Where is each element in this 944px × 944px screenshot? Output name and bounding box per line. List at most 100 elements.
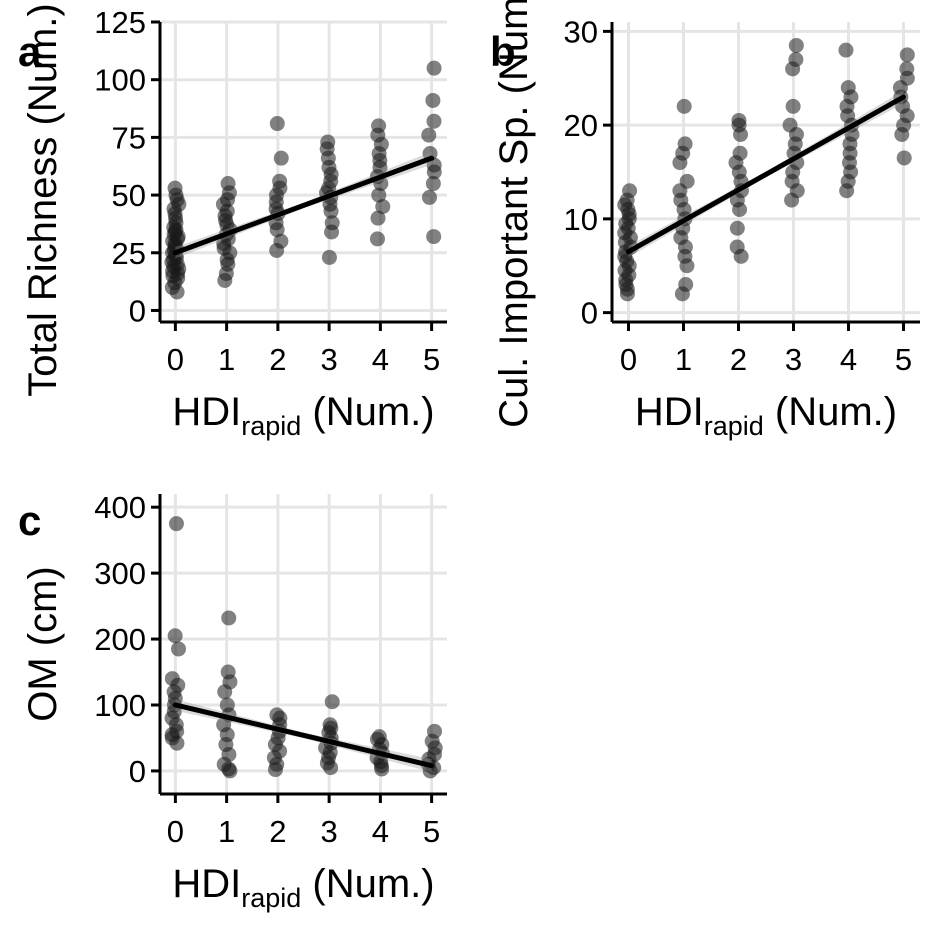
data-point (167, 628, 183, 644)
data-point (785, 98, 801, 114)
x-tick-label: 4 (840, 342, 857, 377)
x-axis-title: HDIrapid (Num.) (635, 390, 897, 441)
data-point (322, 717, 338, 733)
data-point (167, 180, 183, 196)
regression-line (172, 702, 435, 769)
data-point (731, 112, 747, 128)
data-point (370, 210, 386, 226)
data-point (425, 176, 441, 192)
y-axis-title: Cul. Important Sp. (Num.) (492, 0, 536, 428)
y-tick-label: 20 (564, 108, 598, 143)
x-tick-label: 2 (269, 342, 286, 377)
data-point (371, 187, 387, 203)
y-tick-label: 125 (94, 5, 146, 40)
x-tick-label: 3 (321, 342, 338, 377)
x-tick-label: 1 (218, 814, 235, 849)
y-axis-title: OM (cm) (21, 566, 65, 722)
x-tick-label: 4 (372, 342, 389, 377)
y-tick-label: 30 (564, 14, 598, 49)
data-point (371, 729, 387, 745)
panel-label: c (18, 497, 41, 544)
data-point (324, 694, 340, 710)
data-point (676, 98, 692, 114)
x-tick-label: 1 (675, 342, 692, 377)
data-point (427, 723, 443, 739)
data-point (269, 707, 285, 723)
y-tick-label: 0 (129, 293, 146, 328)
y-tick-label: 75 (112, 120, 146, 155)
data-point (782, 117, 798, 133)
data-point (899, 47, 915, 63)
y-tick-label: 50 (112, 178, 146, 213)
x-tick-label: 5 (423, 342, 440, 377)
data-point (273, 233, 289, 249)
x-axis-title: HDIrapid (Num.) (172, 862, 434, 913)
data-point (324, 215, 340, 231)
data-point (369, 231, 385, 247)
data-point (677, 136, 693, 152)
x-tick-label: 4 (372, 814, 389, 849)
points-c (164, 516, 443, 779)
data-point (426, 113, 442, 129)
data-point (371, 118, 387, 134)
x-tick-label: 3 (785, 342, 802, 377)
data-point (729, 239, 745, 255)
data-point (273, 150, 289, 166)
data-point (678, 277, 694, 292)
data-point (421, 127, 437, 143)
x-tick-label: 5 (895, 342, 912, 377)
x-tick-label: 5 (423, 814, 440, 849)
x-tick-label: 2 (269, 814, 286, 849)
data-point (426, 229, 442, 245)
panel-b: 0 1 2 3 4 5 0 10 20 30 HDIrapid (Num.) Cul. Importa… (490, 0, 920, 441)
y-tick-label: 0 (129, 754, 146, 789)
y-tick-label: 300 (94, 556, 146, 591)
x-tick-label: 3 (321, 814, 338, 849)
data-point (220, 176, 236, 192)
data-point (221, 610, 237, 626)
data-point (421, 189, 437, 205)
y-tick-label: 0 (581, 296, 598, 331)
data-point (170, 641, 186, 657)
x-tick-label: 1 (218, 342, 235, 377)
y-tick-label: 400 (94, 490, 146, 525)
y-tick-label: 200 (94, 622, 146, 657)
y-tick-label: 100 (94, 688, 146, 723)
data-point (732, 145, 748, 161)
panel-label: a (18, 28, 42, 75)
data-point (375, 199, 391, 215)
data-point (164, 671, 180, 687)
data-point (168, 516, 184, 532)
x-tick-label: 0 (620, 342, 637, 377)
y-tick-label: 25 (112, 236, 146, 271)
panel-label: b (490, 28, 516, 75)
data-point (896, 150, 912, 166)
data-point (788, 52, 804, 67)
x-tick-label: 0 (167, 814, 184, 849)
data-point (899, 61, 915, 77)
data-point (269, 116, 285, 132)
data-point (426, 60, 442, 76)
x-tick-label: 0 (167, 342, 184, 377)
y-tick-label: 10 (564, 202, 598, 237)
data-point (320, 134, 336, 150)
y-axis-title: Total Richness (Num.) (21, 3, 65, 396)
data-point (425, 92, 441, 108)
data-point (679, 173, 695, 189)
data-point (622, 183, 638, 199)
data-point (220, 664, 236, 680)
data-point (840, 80, 856, 96)
points-b (617, 37, 915, 302)
data-point (838, 42, 854, 58)
data-point (219, 697, 235, 713)
regression-line (626, 94, 906, 255)
x-axis-title: HDIrapid (Num.) (172, 390, 434, 441)
points-a (164, 60, 442, 300)
data-point (426, 157, 442, 173)
data-point (321, 249, 337, 265)
x-tick-label: 2 (730, 342, 747, 377)
regression-line (172, 155, 435, 256)
